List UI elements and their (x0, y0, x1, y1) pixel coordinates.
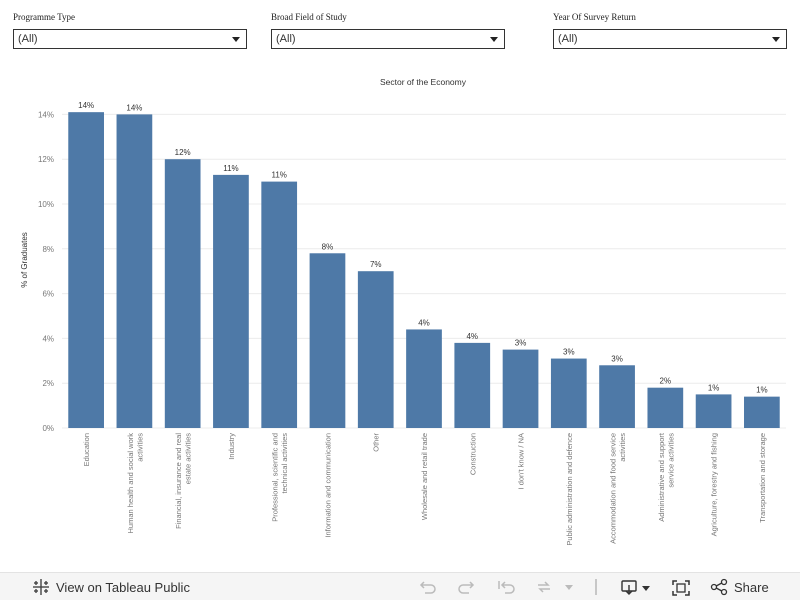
bar[interactable] (309, 253, 346, 428)
refresh-icon[interactable] (534, 579, 554, 595)
share-icon (710, 578, 728, 596)
bar[interactable] (647, 387, 684, 428)
data-label: 14% (126, 103, 142, 112)
filter-label: Broad Field of Study (271, 12, 347, 22)
select-value: (All) (558, 33, 578, 45)
bar[interactable] (213, 174, 249, 428)
bars: 14% 14% 12% 11% 11% 8% 7% 4% 4% 3% 3% 3% 2% 1% 1% (68, 101, 780, 429)
bar[interactable] (357, 271, 394, 428)
x-tick-label: Wholesale and retail trade (420, 433, 429, 520)
x-tick-label: Information and communication (323, 433, 332, 538)
toolbar-divider (595, 579, 597, 595)
y-tick-label: 6% (42, 290, 54, 299)
data-label: 11% (271, 171, 286, 180)
y-tick-label: 12% (38, 155, 54, 164)
y-tick-label: 14% (38, 110, 54, 119)
fullscreen-icon[interactable] (671, 579, 691, 597)
x-tick-label: Human health and social workactivities (126, 433, 145, 534)
chevron-down-icon (490, 37, 498, 42)
undo-icon[interactable] (418, 579, 438, 595)
data-label: 8% (322, 242, 334, 251)
filter-broad-field: Broad Field of Study (All) (271, 12, 505, 49)
data-label: 3% (563, 348, 575, 357)
select-value: (All) (18, 33, 38, 45)
bar[interactable] (550, 358, 587, 428)
bar[interactable] (68, 112, 104, 428)
survey-year-select[interactable]: (All) (553, 29, 787, 49)
y-tick-label: 4% (42, 334, 54, 343)
bar[interactable] (164, 159, 201, 428)
x-tick-label: Administrative and supportservice activi… (657, 432, 676, 522)
broad-field-select[interactable]: (All) (271, 29, 505, 49)
tableau-logo-icon (33, 579, 49, 595)
download-icon[interactable] (620, 579, 654, 597)
x-tick-label: Construction (468, 433, 477, 475)
select-value: (All) (276, 33, 296, 45)
bar[interactable] (116, 114, 153, 429)
x-tick-label: Industry (227, 433, 236, 460)
x-tick-label: Education (82, 433, 91, 466)
revert-icon[interactable] (496, 579, 516, 595)
chart-title: Sector of the Economy (380, 77, 467, 87)
bar[interactable] (261, 181, 298, 428)
bar[interactable] (599, 365, 635, 428)
x-tick-label: Public administration and defence (565, 433, 574, 546)
data-label: 4% (418, 318, 430, 327)
share-button[interactable]: Share (710, 578, 769, 596)
x-tick-label: Other (372, 433, 381, 452)
chevron-down-icon[interactable] (565, 585, 573, 591)
y-axis-label: % of Graduates (20, 232, 29, 288)
y-tick-label: 2% (42, 379, 54, 388)
data-label: 7% (370, 260, 382, 269)
data-label: 12% (175, 148, 191, 157)
view-on-tableau-label: View on Tableau Public (56, 579, 190, 595)
data-label: 4% (466, 332, 478, 341)
x-tick-label: Financial, insurance and realestate acti… (174, 433, 193, 529)
data-label: 14% (78, 101, 94, 110)
data-label: 3% (515, 339, 527, 348)
x-tick-label: Accommodation and food serviceactivities (609, 433, 628, 544)
bar[interactable] (744, 396, 780, 428)
chevron-down-icon (232, 37, 240, 42)
data-label: 2% (660, 377, 672, 386)
bar[interactable] (695, 394, 732, 428)
x-tick-label: Professional, scientific andtechnical ac… (271, 433, 290, 522)
x-tick-label: Agriculture, forestry and fishing (710, 433, 719, 536)
y-tick-label: 8% (42, 245, 54, 254)
redo-icon[interactable] (456, 579, 476, 595)
y-tick-label: 0% (42, 424, 54, 433)
filter-programme-type: Programme Type (All) (13, 12, 247, 49)
view-on-tableau-link[interactable]: View on Tableau Public (32, 578, 190, 596)
bar[interactable] (406, 329, 442, 428)
share-label: Share (734, 579, 769, 595)
filter-label: Year Of Survey Return (553, 12, 636, 22)
y-axis-ticks: 0% 2% 4% 6% 8% 10% 12% 14% (38, 110, 54, 433)
tableau-toolbar: View on Tableau Public Share (0, 572, 800, 600)
filter-label: Programme Type (13, 12, 75, 22)
x-tick-label: I don't know / NA (517, 433, 526, 489)
y-tick-label: 10% (38, 200, 54, 209)
data-label: 1% (756, 386, 768, 395)
bar[interactable] (502, 349, 539, 428)
data-label: 11% (223, 164, 238, 173)
bar-chart: Sector of the Economy % of Graduates 0% 2… (20, 77, 786, 546)
programme-type-select[interactable]: (All) (13, 29, 247, 49)
data-label: 1% (708, 383, 720, 392)
chevron-down-icon (772, 37, 780, 42)
filter-survey-year: Year Of Survey Return (All) (553, 12, 787, 49)
x-tick-label: Transportation and storage (758, 433, 767, 523)
data-label: 3% (611, 354, 623, 363)
bar[interactable] (454, 342, 491, 428)
x-axis-labels: Education Human health and social workact… (82, 432, 767, 545)
